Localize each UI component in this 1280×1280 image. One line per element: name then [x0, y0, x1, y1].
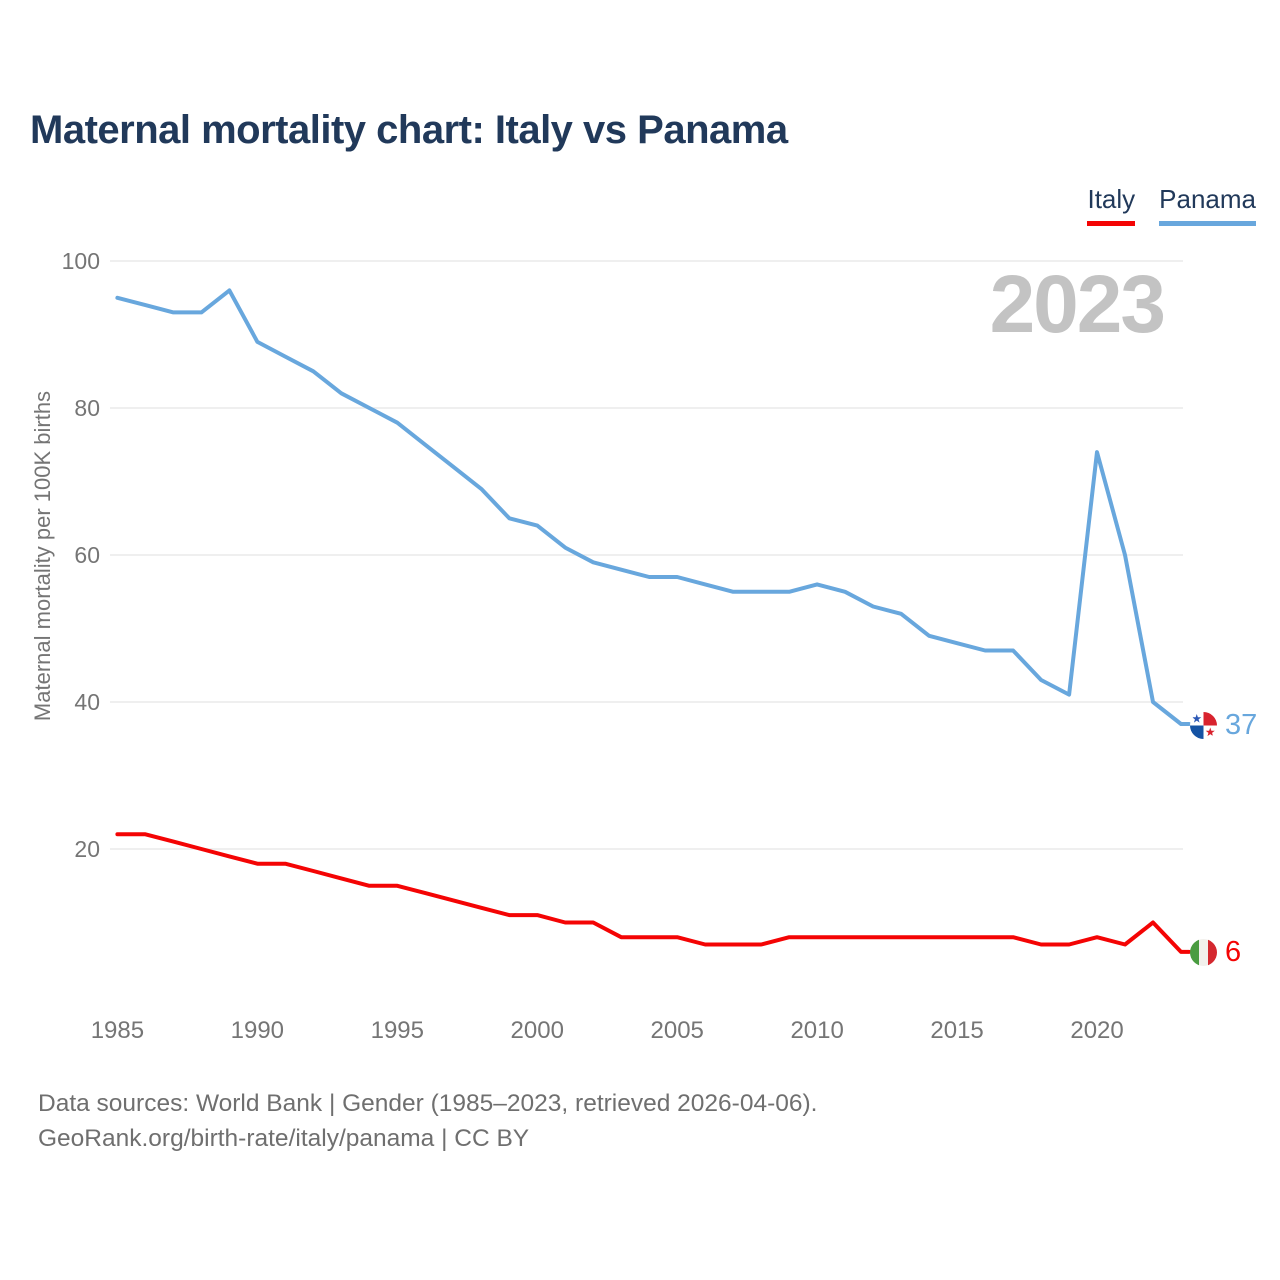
italy-flag-icon	[1190, 939, 1217, 967]
series-line-panama	[115, 288, 1191, 726]
x-tick-label: 2010	[790, 1017, 843, 1044]
footer-source-line: Data sources: World Bank | Gender (1985–…	[38, 1090, 818, 1117]
panama-end-value: 37	[1225, 708, 1258, 741]
footer-license-line: GeoRank.org/birth-rate/italy/panama | CC…	[38, 1125, 530, 1152]
x-tick-label: 1985	[91, 1017, 144, 1044]
x-tick-label: 2015	[930, 1017, 983, 1044]
x-tick-label: 1990	[231, 1017, 284, 1044]
legend-item-italy[interactable]: Italy	[1087, 184, 1136, 226]
y-tick-label: 100	[62, 248, 100, 274]
x-tick-label: 2020	[1070, 1017, 1123, 1044]
panama-end-marker: 37	[1190, 708, 1258, 741]
series-line-italy	[115, 832, 1191, 954]
y-tick-label: 80	[74, 395, 100, 421]
panama-flag-icon	[1190, 711, 1217, 739]
x-tick-label: 2000	[511, 1017, 564, 1044]
x-tick-label: 1995	[371, 1017, 424, 1044]
legend-item-panama[interactable]: Panama	[1159, 184, 1256, 226]
y-tick-label: 60	[74, 542, 100, 568]
page-title: Maternal mortality chart: Italy vs Panam…	[30, 108, 788, 152]
y-tick-label: 20	[74, 836, 100, 862]
italy-end-value: 6	[1225, 936, 1242, 969]
italy-end-marker: 6	[1190, 938, 1241, 967]
watermark-year: 2023	[989, 259, 1166, 350]
legend: Italy Panama	[1087, 184, 1256, 226]
x-tick-label: 2005	[651, 1017, 704, 1044]
y-tick-label: 40	[74, 689, 100, 715]
footer: Data sources: World Bank | Gender (1985–…	[38, 1086, 817, 1156]
